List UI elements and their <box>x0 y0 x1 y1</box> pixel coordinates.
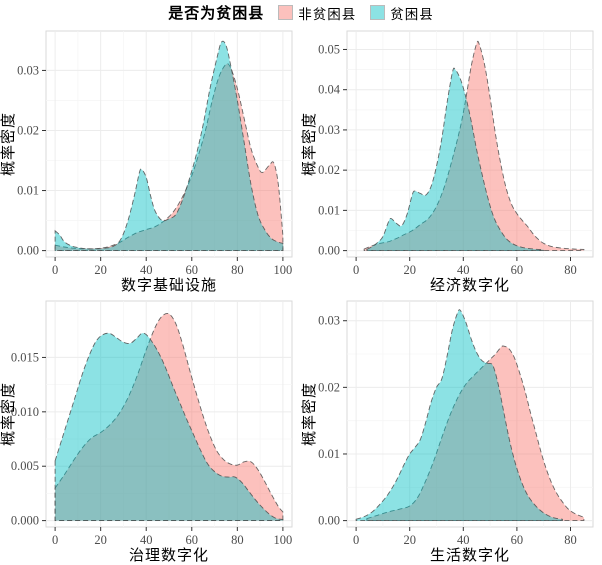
panel-digital-infrastructure: 0 20 40 60 80 100 0.00 0.01 0.02 0.03 数字基础设施 概率密度 <box>0 25 301 295</box>
y-axis-title: 概率密度 <box>0 382 17 446</box>
x-tick-label: 40 <box>457 533 470 547</box>
density-non-poverty <box>54 312 284 522</box>
legend-title: 是否为贫困县 <box>168 6 265 22</box>
legend-label-poverty: 贫困县 <box>390 6 434 22</box>
x-axis-title: 治理数字化 <box>129 547 209 564</box>
plot-area <box>346 300 594 528</box>
y-tick-label: 0.02 <box>318 163 340 177</box>
x-tick-label: 40 <box>140 533 153 547</box>
chart-life-digitalization: 0 20 40 60 80 0.00 0.01 0.02 0.03 生活数字化 概率密度 <box>301 300 594 564</box>
density-poverty <box>366 67 545 252</box>
x-axis-title: 生活数字化 <box>430 547 510 564</box>
y-tick-label: 0.01 <box>17 184 39 198</box>
x-tick-label: 60 <box>186 263 199 277</box>
chart-economic-digitalization: 0 20 40 60 80 0.00 0.01 0.02 0.03 0.04 0.05 经济数字化 概率… <box>301 30 594 294</box>
x-tick-label: 40 <box>140 263 153 277</box>
y-axis-title: 概率密度 <box>301 382 318 446</box>
y-tick-label: 0.01 <box>318 203 340 217</box>
x-tick-label: 20 <box>94 533 107 547</box>
density-non-poverty <box>366 345 585 522</box>
y-tick-label: 0.04 <box>318 83 341 97</box>
y-tick-label: 0.005 <box>11 459 39 473</box>
y-tick-label: 0.03 <box>318 314 340 328</box>
chart-digital-infrastructure: 0 20 40 60 80 100 0.00 0.01 0.02 0.03 数字基础设施 概率密度 <box>0 30 293 294</box>
y-tick-label: 0.00 <box>17 244 39 258</box>
y-tick-label: 0.05 <box>318 42 340 56</box>
legend: 是否为贫困县 非贫困县 贫困县 <box>0 0 602 25</box>
x-tick-label: 0 <box>52 533 58 547</box>
panel-economic-digitalization: 0 20 40 60 80 0.00 0.01 0.02 0.03 0.04 0.05 经济数字化 概率… <box>301 25 602 295</box>
y-axis-title: 概率密度 <box>0 112 17 176</box>
density-non-poverty <box>363 40 585 252</box>
x-tick-label: 80 <box>564 263 577 277</box>
x-tick-label: 0 <box>353 533 359 547</box>
x-tick-label: 0 <box>353 263 359 277</box>
legend-swatch-poverty <box>370 5 386 20</box>
x-tick-label: 60 <box>511 263 524 277</box>
y-tick-label: 0.00 <box>318 244 340 258</box>
legend-label-non-poverty: 非贫困县 <box>298 6 357 22</box>
y-tick-label: 0.015 <box>11 350 39 364</box>
density-poverty <box>54 40 284 252</box>
density-poverty <box>54 332 284 522</box>
panel-governance-digitalization: 0 20 40 60 80 100 0.000 0.005 0.010 0.015 治理数字化 概率密… <box>0 295 301 565</box>
x-tick-label: 100 <box>274 533 293 547</box>
y-tick-label: 0.02 <box>17 123 39 137</box>
y-axis-title: 概率密度 <box>301 112 318 176</box>
x-tick-label: 60 <box>186 533 199 547</box>
panel-life-digitalization: 0 20 40 60 80 0.00 0.01 0.02 0.03 生活数字化 概率密度 <box>301 295 602 565</box>
legend-item-non-poverty: 非贫困县 <box>278 3 356 23</box>
y-tick-label: 0.00 <box>318 514 340 528</box>
x-tick-label: 80 <box>231 263 244 277</box>
x-tick-label: 80 <box>231 533 244 547</box>
x-tick-label: 20 <box>403 263 416 277</box>
plot-area <box>346 30 594 258</box>
legend-item-poverty: 贫困县 <box>370 3 434 23</box>
y-tick-label: 0.03 <box>17 63 39 77</box>
y-tick-label: 0.000 <box>11 514 39 528</box>
x-tick-label: 40 <box>457 263 470 277</box>
density-poverty <box>355 309 563 522</box>
chart-governance-digitalization: 0 20 40 60 80 100 0.000 0.005 0.010 0.015 治理数字化 概率密… <box>0 300 293 564</box>
x-tick-label: 60 <box>511 533 524 547</box>
legend-swatch-non-poverty <box>278 5 294 20</box>
y-tick-label: 0.01 <box>318 447 340 461</box>
x-tick-label: 0 <box>52 263 58 277</box>
y-tick-label: 0.03 <box>318 123 340 137</box>
y-tick-label: 0.02 <box>318 380 340 394</box>
x-tick-label: 20 <box>403 533 416 547</box>
x-tick-label: 80 <box>564 533 577 547</box>
x-axis-title: 经济数字化 <box>430 277 510 294</box>
panel-grid: 0 20 40 60 80 100 0.00 0.01 0.02 0.03 数字基础设施 概率密度 0… <box>0 25 602 565</box>
y-tick-label: 0.010 <box>11 405 39 419</box>
x-axis-title: 数字基础设施 <box>121 277 217 294</box>
density-non-poverty <box>54 63 284 252</box>
x-tick-label: 100 <box>274 263 293 277</box>
x-tick-label: 20 <box>94 263 107 277</box>
